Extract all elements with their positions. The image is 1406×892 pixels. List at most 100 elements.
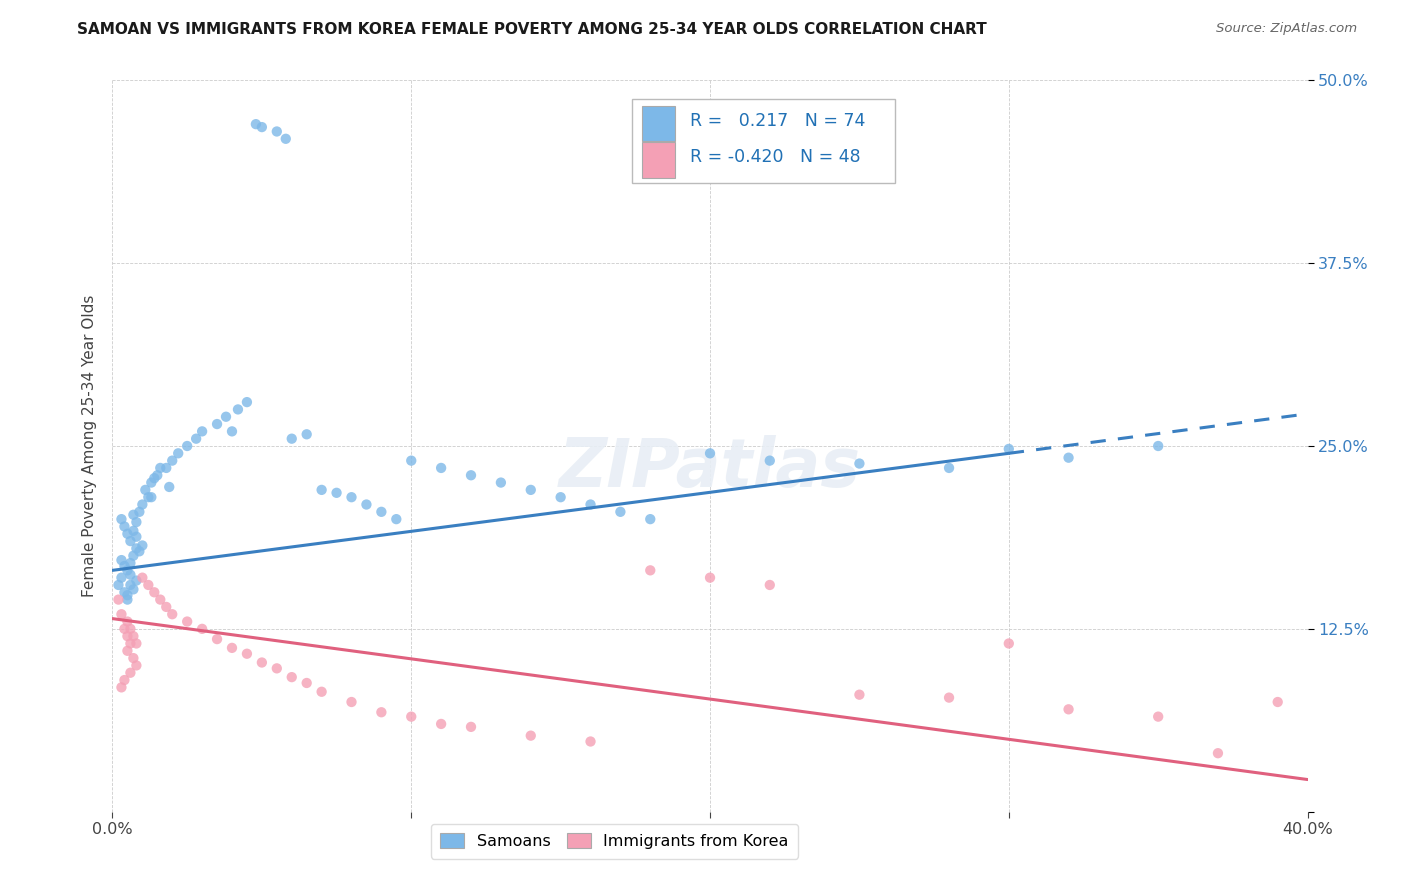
Point	[1267, 695, 1289, 709]
Point	[117, 629, 139, 643]
Point	[609, 505, 631, 519]
Point	[149, 592, 172, 607]
Point	[120, 556, 142, 570]
Point	[149, 461, 172, 475]
Point	[114, 585, 135, 599]
Point	[191, 425, 214, 439]
Point	[120, 622, 142, 636]
Bar	[643, 143, 675, 178]
Point	[162, 607, 183, 622]
Point	[938, 690, 960, 705]
Point	[128, 505, 150, 519]
Point	[138, 578, 160, 592]
Legend: Samoans, Immigrants from Korea: Samoans, Immigrants from Korea	[430, 824, 799, 859]
Point	[110, 512, 132, 526]
Point	[520, 483, 543, 497]
Point	[236, 647, 259, 661]
Point	[281, 670, 304, 684]
Point	[281, 432, 304, 446]
Point	[114, 519, 135, 533]
Point	[117, 615, 139, 629]
Point	[759, 453, 782, 467]
Point	[699, 571, 721, 585]
Point	[848, 457, 870, 471]
Point	[117, 588, 139, 602]
Point	[186, 432, 208, 446]
Point	[226, 402, 249, 417]
Point	[550, 490, 572, 504]
Point	[120, 665, 142, 680]
Point	[110, 681, 132, 695]
Point	[143, 585, 166, 599]
Point	[848, 688, 870, 702]
Point	[114, 558, 135, 573]
Point	[114, 622, 135, 636]
Point	[250, 656, 273, 670]
Point	[107, 578, 129, 592]
Point	[460, 468, 482, 483]
Point	[141, 475, 163, 490]
Point	[157, 480, 180, 494]
Point	[155, 461, 177, 475]
Point	[325, 485, 347, 500]
Point	[125, 658, 148, 673]
Text: Source: ZipAtlas.com: Source: ZipAtlas.com	[1216, 22, 1357, 36]
Point	[266, 124, 288, 138]
Point	[120, 578, 142, 592]
Point	[122, 651, 145, 665]
Point	[1147, 709, 1170, 723]
Point	[1147, 439, 1170, 453]
Point	[1206, 746, 1229, 760]
Point	[250, 120, 273, 134]
Point	[266, 661, 288, 675]
Point	[176, 439, 198, 453]
Point	[117, 644, 139, 658]
Point	[938, 461, 960, 475]
Point	[489, 475, 512, 490]
Point	[221, 425, 243, 439]
Point	[205, 632, 228, 646]
Point	[460, 720, 482, 734]
Point	[125, 530, 148, 544]
Point	[356, 498, 378, 512]
Point	[430, 461, 453, 475]
Point	[117, 526, 139, 541]
Point	[640, 563, 662, 577]
Point	[640, 512, 662, 526]
Point	[236, 395, 259, 409]
Point	[370, 705, 392, 719]
Point	[110, 571, 132, 585]
Text: ZIPatlas: ZIPatlas	[560, 435, 860, 501]
Point	[117, 592, 139, 607]
Point	[191, 622, 214, 636]
Point	[128, 544, 150, 558]
Point	[143, 471, 166, 485]
Point	[155, 599, 177, 614]
Point	[120, 534, 142, 549]
Point	[110, 553, 132, 567]
Point	[107, 592, 129, 607]
Point	[274, 132, 297, 146]
Point	[120, 636, 142, 650]
Point	[125, 636, 148, 650]
Point	[176, 615, 198, 629]
Point	[215, 409, 238, 424]
Point	[122, 582, 145, 597]
Text: R =   0.217   N = 74: R = 0.217 N = 74	[690, 112, 865, 129]
Point	[401, 453, 423, 467]
Point	[1057, 702, 1080, 716]
Point	[110, 607, 132, 622]
Point	[114, 673, 135, 687]
Bar	[643, 106, 675, 141]
Point	[125, 541, 148, 556]
Point	[430, 717, 453, 731]
Point	[401, 709, 423, 723]
Point	[122, 549, 145, 563]
Point	[311, 483, 333, 497]
Point	[125, 515, 148, 529]
Point	[131, 571, 153, 585]
Point	[295, 427, 318, 442]
Point	[205, 417, 228, 431]
Point	[167, 446, 190, 460]
Point	[998, 636, 1021, 650]
